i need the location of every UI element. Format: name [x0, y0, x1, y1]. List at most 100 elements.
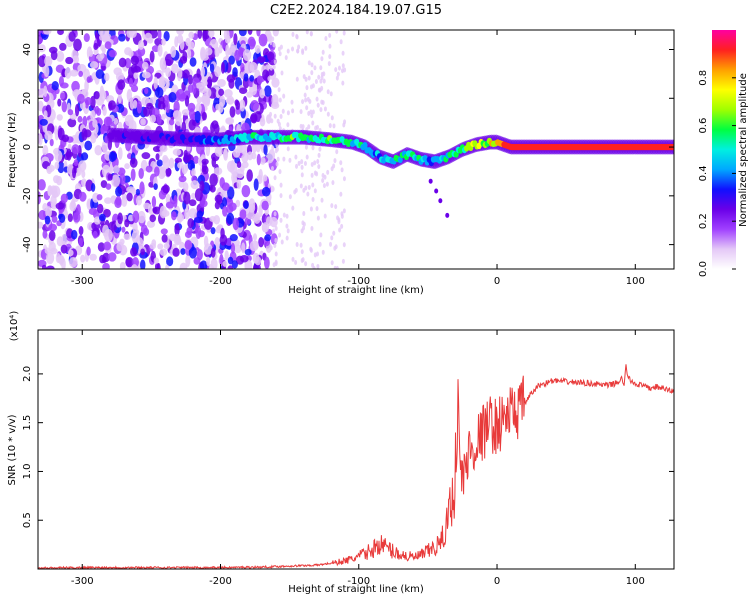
- noise-blob: [224, 250, 229, 261]
- noise-blob: [209, 173, 218, 187]
- noise-blob: [104, 72, 110, 82]
- noise-blob: [241, 150, 249, 164]
- noise-blob: [124, 218, 130, 228]
- noise-blob: [51, 185, 61, 198]
- noise-blob: [270, 118, 274, 124]
- noise-blob: [342, 242, 346, 248]
- noise-blob: [89, 61, 99, 69]
- noise-blob: [286, 48, 290, 54]
- noise-blob: [188, 31, 195, 39]
- noise-blob: [299, 183, 303, 189]
- noise-blob: [68, 31, 76, 42]
- noise-blob: [191, 192, 196, 200]
- noise-blob: [83, 33, 90, 43]
- noise-blob: [317, 152, 321, 158]
- noise-blob: [259, 88, 266, 99]
- noise-blob: [210, 122, 215, 134]
- snr-x-label: Height of straight line (km): [288, 584, 424, 595]
- noise-blob: [321, 177, 325, 183]
- noise-blob: [320, 56, 324, 62]
- noise-blob: [286, 122, 290, 128]
- noise-blob: [244, 248, 252, 256]
- noise-blob: [97, 242, 106, 252]
- noise-blob: [282, 156, 286, 162]
- noise-blob: [258, 204, 263, 218]
- noise-blob: [188, 199, 197, 207]
- noise-blob: [205, 88, 212, 98]
- noise-blob: [59, 42, 67, 51]
- x-tick-label: -300: [71, 276, 94, 287]
- noise-blob: [226, 74, 236, 83]
- noise-blob: [118, 147, 123, 160]
- noise-blob: [104, 197, 112, 204]
- noise-blob: [307, 184, 311, 190]
- noise-blob: [69, 201, 77, 212]
- noise-blob: [274, 237, 278, 243]
- noise-blob: [124, 163, 130, 170]
- noise-blob: [294, 154, 298, 160]
- noise-blob: [325, 181, 329, 187]
- noise-blob: [197, 30, 203, 39]
- noise-blob: [239, 209, 247, 220]
- noise-blob: [149, 242, 156, 250]
- noise-blob: [273, 59, 277, 65]
- noise-blob: [311, 109, 315, 115]
- noise-blob: [258, 33, 268, 47]
- noise-blob: [242, 49, 252, 61]
- noise-blob: [165, 167, 172, 177]
- noise-blob: [46, 165, 53, 175]
- noise-blob: [184, 208, 190, 220]
- noise-blob: [285, 235, 289, 241]
- noise-blob: [191, 168, 196, 177]
- noise-blob: [135, 188, 141, 196]
- noise-blob: [54, 161, 60, 170]
- noise-blob: [263, 144, 268, 156]
- y-tick-label: 40: [22, 43, 33, 56]
- noise-blob: [269, 218, 273, 224]
- noise-blob: [268, 67, 275, 76]
- spectrogram-y-label: Frequency (Hz): [7, 112, 18, 188]
- noise-blob: [334, 67, 338, 73]
- noise-blob: [170, 45, 177, 58]
- noise-blob: [78, 237, 83, 247]
- noise-blob: [254, 111, 262, 123]
- x-tick-label: -300: [71, 576, 94, 587]
- noise-blob: [71, 144, 80, 155]
- noise-blob: [323, 213, 327, 219]
- noise-blob: [177, 211, 183, 222]
- noise-blob: [268, 200, 272, 206]
- noise-blob: [272, 42, 276, 48]
- noise-blob: [201, 158, 209, 165]
- noise-blob: [153, 76, 158, 90]
- noise-blob: [165, 201, 175, 209]
- noise-blob: [306, 96, 310, 102]
- noise-blob: [275, 161, 279, 167]
- noise-blob: [267, 76, 271, 82]
- noise-blob: [328, 43, 332, 49]
- noise-blob: [94, 145, 103, 156]
- noise-blob: [314, 79, 318, 85]
- noise-blob: [256, 30, 261, 37]
- noise-blob: [335, 149, 339, 155]
- noise-blob: [115, 186, 123, 197]
- noise-blob: [44, 130, 53, 141]
- noise-blob: [141, 71, 151, 79]
- noise-blob: [173, 195, 178, 208]
- noise-blob: [190, 180, 199, 190]
- noise-blob: [100, 44, 105, 51]
- noise-blob: [55, 50, 65, 62]
- noise-blob: [188, 246, 197, 259]
- noise-blob: [182, 182, 189, 192]
- noise-blob: [125, 257, 134, 268]
- noise-blob: [71, 229, 78, 240]
- noise-blob: [232, 171, 238, 183]
- noise-blob: [267, 51, 275, 61]
- noise-blob: [322, 183, 326, 189]
- noise-blob: [305, 154, 309, 160]
- noise-blob: [220, 227, 225, 239]
- noise-blob: [189, 57, 197, 67]
- noise-blob: [161, 234, 168, 243]
- noise-blob: [327, 61, 331, 67]
- noise-blob: [273, 211, 277, 217]
- noise-blob: [286, 146, 290, 152]
